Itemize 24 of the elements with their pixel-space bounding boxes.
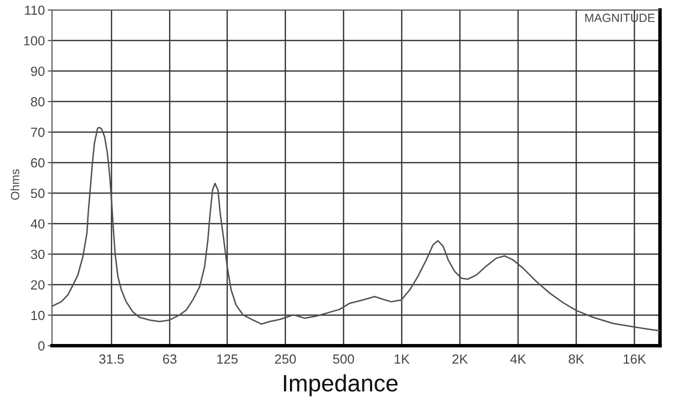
- y-tick-label: 100: [24, 36, 45, 46]
- y-tick-label: 0: [38, 341, 45, 351]
- x-tick-label: 250: [275, 354, 296, 364]
- x-tick-label: 125: [217, 354, 238, 364]
- y-tick-label: 110: [25, 6, 45, 15]
- y-axis-title: Ohms: [10, 169, 20, 200]
- x-axis-title: Impedance: [284, 374, 398, 396]
- y-tick-label: 60: [31, 158, 45, 168]
- x-tick-label: 8K: [568, 354, 584, 364]
- x-tick-label: 500: [333, 354, 354, 364]
- y-tick-label: 90: [31, 66, 45, 76]
- x-tick-label: 1K: [394, 354, 410, 364]
- x-tick-label: 2K: [452, 354, 468, 364]
- y-tick-label: 70: [31, 128, 45, 137]
- x-tick-label: 16K: [624, 354, 646, 364]
- y-tick-label: 40: [30, 219, 45, 229]
- x-tick-label: 63: [163, 354, 176, 364]
- y-tick-label: 10: [31, 310, 45, 320]
- x-tick-label: 4K: [510, 354, 526, 364]
- y-tick-label: 30: [30, 250, 45, 260]
- x-tick-label: 31.5: [99, 354, 124, 364]
- y-tick-label: 80: [30, 97, 45, 106]
- y-tick-label: 50: [30, 188, 45, 198]
- y-tick-label: 20: [31, 280, 45, 290]
